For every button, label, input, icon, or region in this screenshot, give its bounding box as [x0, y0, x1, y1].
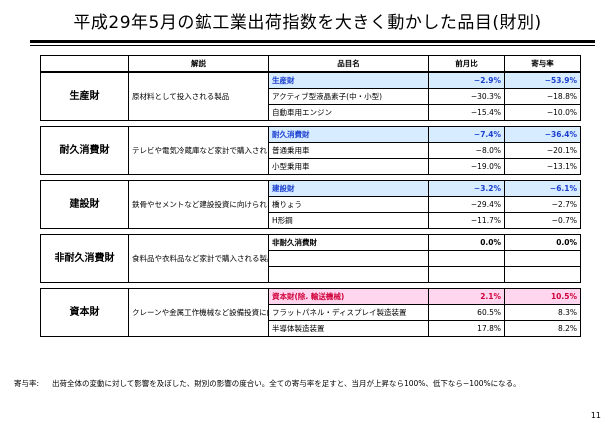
- explanation-cell: 鉄骨やセメントなど建設投資に向けられる製品: [128, 180, 269, 229]
- lead-mom-value: −7.4%: [428, 126, 505, 143]
- lead-item-name: 生産財: [268, 71, 429, 89]
- item-mom-value: −8.0%: [428, 142, 505, 159]
- item-name: フラットパネル・ディスプレイ製造装置: [268, 304, 429, 321]
- item-name: 橋りょう: [268, 196, 429, 213]
- item-row: アクティブ型液晶素子(中・小型) −30.3% −18.8%: [41, 88, 581, 105]
- item-contrib-value: −20.1%: [504, 142, 581, 159]
- header-mom: 前月比: [428, 55, 505, 73]
- explanation-cell: テレビや電気冷蔵庫など家計で購入される製品: [128, 126, 269, 175]
- lead-item-name: 資本財(除. 輸送機械): [268, 288, 429, 305]
- item-contrib-value: −18.8%: [504, 88, 581, 105]
- lead-mom-value: −3.2%: [428, 180, 505, 197]
- header-item: 品目名: [268, 55, 429, 73]
- category-cell: 資本財: [40, 288, 129, 337]
- item-name: 半導体製造装置: [268, 320, 429, 337]
- item-mom-value: 17.8%: [428, 320, 505, 337]
- item-contrib-value: [504, 250, 581, 267]
- table-header-row: 解説 品目名 前月比 寄与率: [40, 55, 581, 73]
- item-mom-value: −30.3%: [428, 88, 505, 105]
- item-contrib-value: −2.7%: [504, 196, 581, 213]
- lead-item-name: 耐久消費財: [268, 126, 429, 143]
- lead-contrib-value: 10.5%: [504, 288, 581, 305]
- title-rule-thick: [30, 40, 595, 43]
- item-row: 橋りょう −29.4% −2.7%: [41, 196, 581, 213]
- item-name: 普通乗用車: [268, 142, 429, 159]
- item-name: 小型乗用車: [268, 158, 429, 175]
- item-contrib-value: −13.1%: [504, 158, 581, 175]
- lead-mom-value: 0.0%: [428, 234, 505, 251]
- item-name: 自動車用エンジン: [268, 104, 429, 121]
- item-contrib-value: −10.0%: [504, 104, 581, 121]
- explanation-cell: 原材料として投入される製品: [128, 71, 269, 121]
- item-contrib-value: 8.3%: [504, 304, 581, 321]
- item-name: [268, 250, 429, 267]
- item-row: [41, 266, 581, 283]
- footnote-label: 寄与率:: [14, 379, 40, 388]
- item-contrib-value: [504, 266, 581, 283]
- group-lead-row: 非耐久消費財 食料品や衣料品など家計で購入される製品 非耐久消費財 0.0% 0.0%: [40, 234, 581, 283]
- lead-mom-value: 2.1%: [428, 288, 505, 305]
- header-category: [40, 55, 129, 73]
- category-cell: 生産財: [40, 71, 129, 121]
- item-name: [268, 266, 429, 283]
- footnote-text: 出荷全体の変動に対して影響を及ぼした、財別の影響の度合い。全ての寄与率を足すと、…: [52, 379, 521, 388]
- lead-contrib-value: −53.9%: [504, 71, 581, 89]
- header-explanation: 解説: [128, 55, 269, 73]
- item-name: アクティブ型液晶素子(中・小型): [268, 88, 429, 105]
- title-rule-thin: [30, 45, 595, 46]
- lead-contrib-value: 0.0%: [504, 234, 581, 251]
- item-contrib-value: −0.7%: [504, 212, 581, 229]
- lead-contrib-value: −6.1%: [504, 180, 581, 197]
- group-lead-row: 建設財鉄骨やセメントなど建設投資に向けられる製品建設財−3.2%−6.1%: [40, 180, 581, 229]
- item-mom-value: −11.7%: [428, 212, 505, 229]
- item-mom-value: [428, 250, 505, 267]
- item-row: H形鋼 −11.7% −0.7%: [41, 212, 581, 229]
- item-row: 半導体製造装置 17.8% 8.2%: [41, 320, 581, 337]
- header-contrib: 寄与率: [504, 55, 581, 73]
- category-cell: 耐久消費財: [40, 126, 129, 175]
- group-lead-row: 耐久消費財テレビや電気冷蔵庫など家計で購入される製品耐久消費財−7.4%−36.…: [40, 126, 581, 175]
- goods-table: 解説 品目名 前月比 寄与率 生産財 原材料として投入される製品 生産財 −2.9% −…: [40, 55, 581, 337]
- lead-mom-value: −2.9%: [428, 71, 505, 89]
- item-mom-value: −15.4%: [428, 104, 505, 121]
- category-cell: 建設財: [40, 180, 129, 229]
- page-number: 11: [590, 411, 601, 420]
- lead-item-name: 建設財: [268, 180, 429, 197]
- group-lead-row: 資本財クレーンや金属工作機械など設備投資に向けられる製品資本財(除. 輸送機械)…: [40, 288, 581, 337]
- item-mom-value: [428, 266, 505, 283]
- explanation-cell: 食料品や衣料品など家計で購入される製品: [128, 234, 269, 283]
- category-cell: 非耐久消費財: [40, 234, 129, 283]
- item-row: フラットパネル・ディスプレイ製造装置 60.5% 8.3%: [41, 304, 581, 321]
- lead-contrib-value: −36.4%: [504, 126, 581, 143]
- item-name: H形鋼: [268, 212, 429, 229]
- group-lead-row: 生産財 原材料として投入される製品 生産財 −2.9% −53.9%: [40, 71, 581, 121]
- footnote: 寄与率: 出荷全体の変動に対して影響を及ぼした、財別の影響の度合い。全ての寄与率を…: [14, 378, 594, 389]
- lead-item-name: 非耐久消費財: [268, 234, 429, 251]
- page-title: 平成29年5月の鉱工業出荷指数を大きく動かした品目(財別): [73, 13, 542, 33]
- explanation-cell: クレーンや金属工作機械など設備投資に向けられる製品: [128, 288, 269, 337]
- item-mom-value: −19.0%: [428, 158, 505, 175]
- item-row: 小型乗用車 −19.0% −13.1%: [41, 158, 581, 175]
- item-mom-value: 60.5%: [428, 304, 505, 321]
- item-mom-value: −29.4%: [428, 196, 505, 213]
- item-contrib-value: 8.2%: [504, 320, 581, 337]
